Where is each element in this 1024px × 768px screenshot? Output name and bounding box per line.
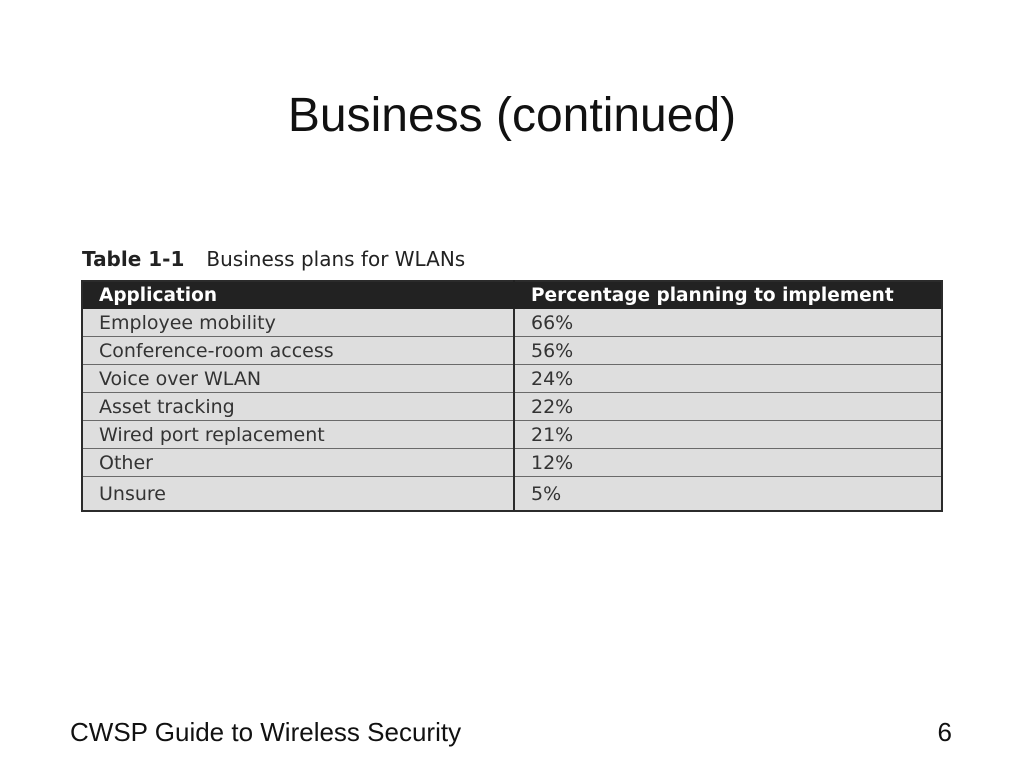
slide-title: Business (continued): [287, 89, 737, 142]
application-cell: Wired port replacement: [82, 420, 515, 449]
table-header-row: Application Percentage planning to imple…: [82, 281, 942, 309]
application-cell: Asset tracking: [82, 392, 515, 421]
percentage-cell: 22%: [514, 392, 942, 421]
business-plans-table: Application Percentage planning to imple…: [81, 280, 943, 512]
table-row: Wired port replacement 21%: [82, 420, 942, 449]
slide-number: 6: [937, 717, 952, 747]
table-caption-label: Table 1-1: [82, 247, 185, 271]
table-caption: Table 1-1 Business plans for WLANs: [82, 246, 465, 272]
percentage-cell: 5%: [531, 482, 562, 505]
table-row: Asset tracking 22%: [82, 392, 942, 421]
application-cell: Employee mobility: [82, 309, 515, 337]
slide-footer: CWSP Guide to Wireless Security: [70, 717, 462, 747]
application-cell: Other: [82, 448, 515, 477]
table-row: Conference-room access 56%: [82, 336, 942, 365]
percentage-cell: 21%: [514, 420, 942, 449]
percentage-cell: 24%: [514, 364, 942, 393]
application-cell: Unsure: [82, 476, 515, 511]
application-cell: Voice over WLAN: [82, 364, 515, 393]
percentage-cell: 66%: [514, 309, 942, 337]
table-row: Other 12%: [82, 448, 942, 477]
table-row: Employee mobility 66%: [82, 309, 942, 337]
table-row: Voice over WLAN 24%: [82, 364, 942, 393]
table-caption-text: Business plans for WLANs: [206, 247, 466, 271]
percentage-cell: 56%: [514, 336, 942, 365]
column-header-percentage: Percentage planning to implement: [514, 281, 942, 309]
column-header-application: Application: [82, 281, 515, 309]
percentage-cell: 12%: [514, 448, 942, 477]
application-cell: Conference-room access: [82, 336, 515, 365]
table-row: Unsure 5%: [82, 476, 942, 511]
